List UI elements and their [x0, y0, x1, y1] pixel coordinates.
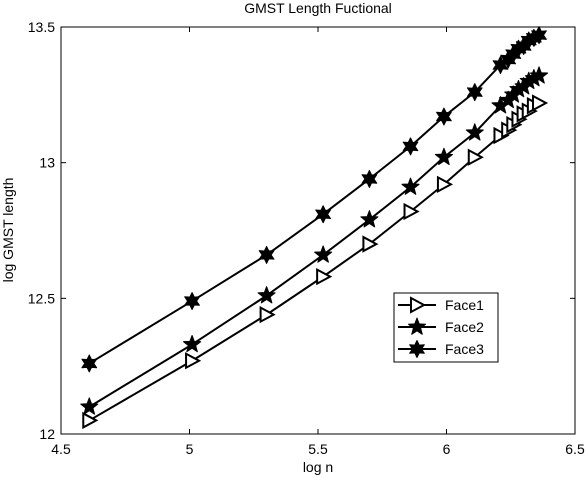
data-point — [81, 354, 98, 373]
data-point — [532, 94, 549, 112]
data-point — [436, 175, 454, 194]
y-tick-label: 13.5 — [28, 19, 55, 35]
data-point — [360, 210, 379, 228]
series-2 — [80, 66, 549, 415]
data-point — [434, 147, 453, 166]
data-point — [314, 245, 333, 263]
y-tick-label: 12 — [39, 426, 55, 442]
legend-marker — [407, 317, 427, 335]
data-point — [80, 397, 99, 415]
legend-marker — [409, 340, 425, 358]
data-point — [362, 235, 379, 253]
y-tick-label: 12.5 — [28, 290, 55, 306]
data-point — [184, 292, 200, 311]
legend-label: Face3 — [445, 341, 484, 357]
series-layer — [80, 26, 549, 430]
data-point — [185, 352, 202, 370]
x-axis: 4.5 5 5.5 6 6.5 — [51, 27, 585, 457]
legend-item: Face2 — [398, 317, 484, 335]
data-point — [467, 148, 484, 166]
plot-frame — [60, 26, 576, 435]
legend-label: Face1 — [445, 297, 484, 313]
data-point — [183, 334, 202, 353]
data-point — [361, 169, 378, 188]
x-axis-label: log n — [303, 459, 333, 475]
y-axis-label: log GMST length — [0, 178, 16, 283]
y-axis: 12 12.5 13 13.5 — [28, 19, 575, 442]
plot-area — [60, 26, 576, 435]
data-point — [402, 137, 419, 156]
chart-title: GMST Length Fuctional — [244, 0, 392, 16]
legend-marker — [410, 296, 427, 314]
legend-item: Face1 — [398, 296, 484, 314]
data-point — [316, 267, 333, 286]
x-tick-label: 6 — [443, 441, 451, 457]
series-3 — [81, 26, 547, 373]
data-point — [531, 26, 547, 45]
data-point — [493, 126, 510, 145]
data-point — [466, 83, 483, 102]
data-point — [401, 177, 420, 195]
data-point — [403, 202, 420, 221]
data-point — [82, 411, 99, 430]
x-tick-label: 5.5 — [308, 441, 328, 457]
x-tick-label: 4.5 — [51, 441, 71, 457]
data-point — [257, 286, 276, 304]
data-point — [258, 245, 275, 264]
data-point — [315, 205, 331, 224]
y-tick-label: 13 — [39, 155, 55, 171]
data-point — [436, 107, 452, 126]
x-tick-label: 5 — [186, 441, 194, 457]
legend-label: Face2 — [445, 319, 484, 335]
legend-item: Face3 — [398, 340, 484, 358]
legend: Face1 Face2 Face3 — [393, 292, 499, 363]
series-1 — [82, 94, 549, 430]
x-tick-label: 6.5 — [565, 441, 585, 457]
data-point — [529, 66, 549, 84]
data-point — [465, 123, 484, 141]
data-point — [259, 305, 276, 324]
